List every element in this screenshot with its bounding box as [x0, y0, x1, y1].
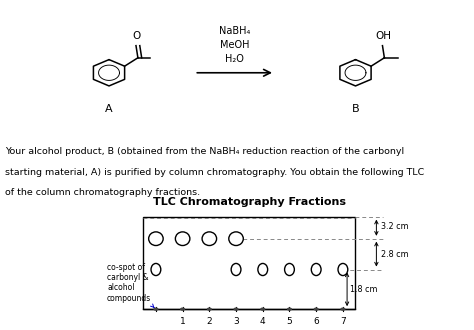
Text: 1.8 cm: 1.8 cm [350, 285, 377, 294]
Ellipse shape [208, 308, 211, 310]
Text: O: O [132, 31, 141, 41]
Text: 4: 4 [260, 317, 265, 326]
Text: 3: 3 [233, 317, 239, 326]
Text: OH: OH [375, 31, 391, 41]
Text: starting material, A) is purified by column chromatography. You obtain the follo: starting material, A) is purified by col… [5, 168, 424, 177]
Text: A: A [105, 104, 113, 114]
Text: Your alcohol product, B (obtained from the NaBH₄ reduction reaction of the carbo: Your alcohol product, B (obtained from t… [5, 147, 404, 156]
Ellipse shape [175, 232, 190, 246]
Text: B: B [352, 104, 359, 114]
Ellipse shape [231, 263, 241, 276]
Ellipse shape [338, 263, 348, 276]
Text: of the column chromatography fractions.: of the column chromatography fractions. [5, 188, 200, 197]
Ellipse shape [181, 308, 184, 310]
Text: co-spot of
carbonyl &
alcohol
compounds: co-spot of carbonyl & alcohol compounds [107, 263, 154, 308]
FancyBboxPatch shape [143, 217, 356, 309]
Text: 1: 1 [180, 317, 185, 326]
Ellipse shape [261, 308, 264, 310]
Text: TLC Chromatography Fractions: TLC Chromatography Fractions [153, 197, 346, 207]
Text: 2.8 cm: 2.8 cm [381, 249, 408, 259]
Ellipse shape [151, 263, 161, 276]
Text: 7: 7 [340, 317, 346, 326]
Text: 6: 6 [313, 317, 319, 326]
Ellipse shape [229, 232, 243, 246]
Ellipse shape [258, 263, 268, 276]
Ellipse shape [288, 308, 292, 310]
Ellipse shape [202, 232, 217, 246]
Ellipse shape [311, 263, 321, 276]
Text: 5: 5 [287, 317, 292, 326]
Text: 2: 2 [207, 317, 212, 326]
Ellipse shape [341, 308, 345, 310]
Ellipse shape [154, 308, 158, 310]
Ellipse shape [149, 232, 163, 246]
Text: 3.2 cm: 3.2 cm [381, 222, 408, 231]
Text: NaBH₄
MeOH
H₂O: NaBH₄ MeOH H₂O [219, 26, 250, 64]
Ellipse shape [234, 308, 238, 310]
Ellipse shape [284, 263, 294, 276]
Ellipse shape [314, 308, 318, 310]
